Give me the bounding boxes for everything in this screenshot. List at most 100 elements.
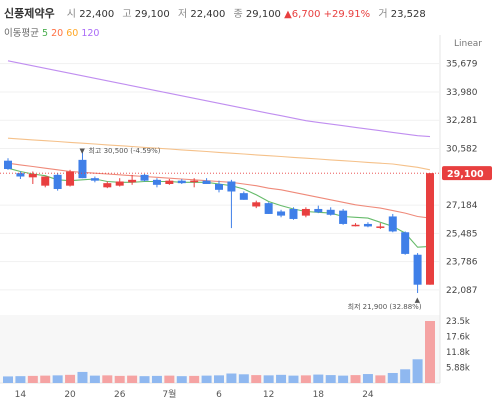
volume-tick-label: 5.88k: [446, 364, 470, 374]
max-annotation-arrow: ▼: [79, 147, 85, 155]
volume-bar: [89, 375, 100, 383]
ma5-legend[interactable]: 5: [42, 28, 49, 39]
change-percent: +29.91%: [323, 9, 371, 20]
volume-bar: [325, 375, 336, 383]
high-label: 고: [122, 9, 132, 20]
volume-bar: [425, 321, 435, 383]
candle-up: [66, 171, 75, 186]
open-label: 시: [66, 9, 76, 20]
price-tick-label: 27,184: [446, 201, 478, 211]
candle-down: [277, 211, 286, 216]
volume-bar: [77, 371, 88, 383]
change-value: ▲6,700: [284, 9, 321, 20]
volume-bar: [400, 369, 411, 383]
volume-bar: [151, 375, 162, 383]
candle-down: [140, 174, 149, 181]
candle-down: [264, 203, 273, 214]
candle-up: [252, 202, 261, 207]
volume-bar: [176, 376, 187, 383]
volume-bar: [387, 372, 398, 383]
candle-up: [426, 173, 434, 285]
candle-up: [41, 176, 50, 186]
open-value: 22,400: [79, 9, 115, 20]
low-value: 22,400: [190, 9, 226, 20]
candle-up: [301, 208, 310, 216]
volume-bar: [338, 375, 349, 383]
candle-down: [90, 178, 99, 181]
volume-bar: [226, 373, 237, 383]
candle-up: [115, 181, 124, 186]
x-tick-label: 14: [15, 390, 27, 400]
volume-bar: [52, 375, 63, 383]
candle-down: [413, 254, 422, 285]
volume-bar: [3, 376, 13, 383]
volume-tick-label: 23.5k: [446, 317, 470, 327]
ma20-legend[interactable]: 20: [51, 28, 64, 39]
x-tick-label: 24: [362, 390, 374, 400]
volume-bar: [276, 374, 287, 383]
stock-name: 신풍제약우: [4, 7, 55, 20]
volume-bar: [201, 375, 212, 383]
candle-down: [314, 208, 323, 213]
volume-bar: [189, 375, 200, 383]
low-label: 저: [177, 9, 188, 20]
candle-down: [215, 183, 223, 190]
volume-panel-title: 거래량 23,528: [4, 321, 70, 335]
price-tick-label: 33,980: [446, 88, 478, 98]
max-annotation: 최고 30,500 (-4.59%): [88, 146, 160, 155]
candle-down: [401, 232, 410, 254]
candle-down: [4, 160, 12, 170]
candle-down: [227, 181, 236, 192]
stock-header: 신풍제약우 시 22,400 고 29,100 저 22,400 종 29,10…: [4, 5, 426, 21]
current-price-badge: [442, 166, 492, 181]
volume-tick-label: 11.8k: [446, 348, 470, 358]
price-tick-label: 22,087: [446, 286, 478, 296]
ma120-line: [7, 60, 431, 138]
volume-bar: [362, 374, 373, 383]
candle-down: [326, 209, 335, 215]
x-tick-label: 18: [313, 390, 325, 400]
volume-bar: [300, 375, 311, 383]
x-tick-label: 12: [263, 390, 274, 400]
volume-value: 23,528: [390, 9, 426, 20]
scale-toggle[interactable]: Linear: [454, 39, 482, 49]
volume-panel-value: 23,528: [33, 324, 70, 335]
ma60-line: [7, 137, 431, 171]
candle-up: [351, 224, 360, 227]
ma-legend: 이동평균 5 20 60 120: [4, 25, 99, 39]
volume-bar: [127, 375, 138, 383]
volume-bar: [251, 375, 262, 383]
ma60-legend[interactable]: 60: [66, 28, 79, 39]
candle-down: [152, 179, 161, 185]
price-tick-label: 25,485: [446, 229, 478, 239]
volume-bar: [288, 375, 299, 383]
ma120-legend[interactable]: 120: [81, 28, 100, 39]
volume-bar: [313, 374, 324, 383]
price-tick-label: 23,786: [446, 258, 478, 268]
volume-bar: [164, 375, 175, 383]
close-value: 29,100: [245, 9, 281, 20]
volume-bar: [214, 375, 224, 383]
candle-up: [103, 183, 112, 188]
current-price-label: 29,100: [447, 169, 484, 180]
candle-down: [53, 174, 62, 189]
volume-bar: [238, 374, 249, 383]
volume-label: 거: [378, 9, 388, 20]
candle-down: [177, 180, 186, 184]
candle-down: [16, 173, 25, 177]
price-tick-label: 35,679: [446, 60, 478, 70]
x-tick-label: 6: [216, 390, 222, 400]
candle-down: [289, 208, 298, 219]
volume-bar: [350, 375, 361, 383]
candle-down: [363, 223, 372, 227]
candle-up: [128, 179, 137, 183]
volume-tick-label: 17.6k: [446, 333, 470, 343]
candle-down: [339, 210, 348, 224]
volume-bar: [412, 359, 423, 383]
volume-panel-label: 거래량: [4, 324, 31, 335]
volume-bar: [102, 375, 113, 383]
ma20-line: [7, 162, 431, 219]
volume-bar: [263, 375, 274, 383]
x-tick-label: 20: [64, 390, 76, 400]
